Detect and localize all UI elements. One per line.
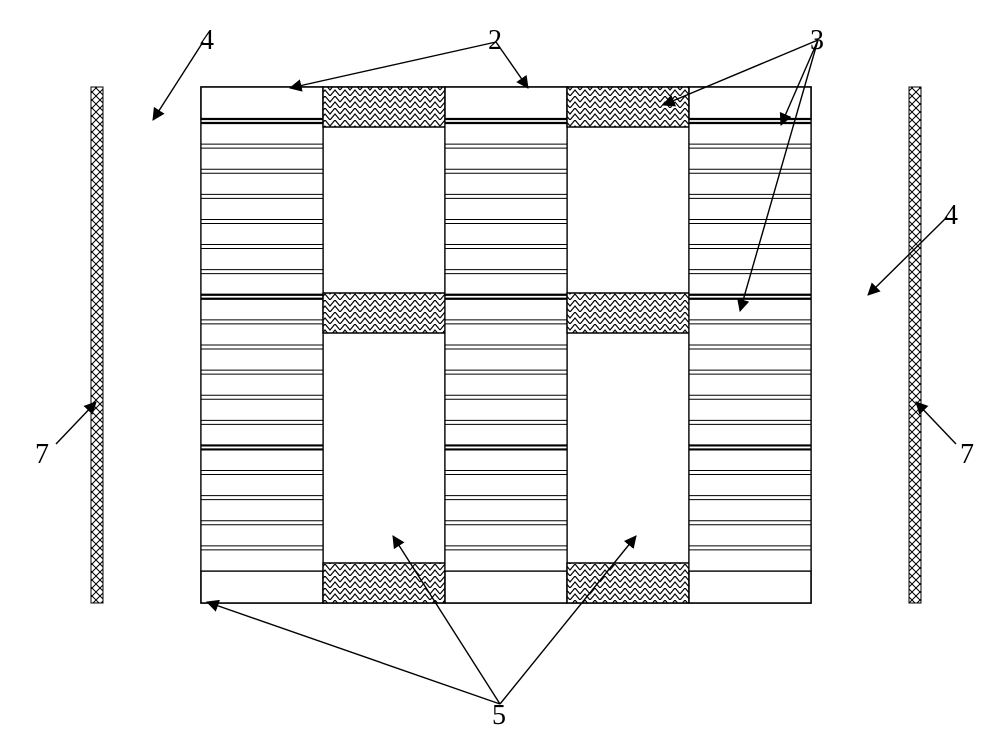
callout-3: 3 bbox=[810, 25, 824, 56]
callout-7-left: 7 bbox=[35, 439, 49, 470]
weave-cell bbox=[323, 87, 445, 127]
leader-line bbox=[916, 402, 956, 444]
cap-cell bbox=[201, 87, 323, 119]
cap-cell bbox=[445, 87, 567, 119]
callout-7-right: 7 bbox=[960, 439, 974, 470]
callout-4-left: 4 bbox=[200, 25, 214, 56]
leader-line bbox=[290, 42, 496, 88]
side-wall-left bbox=[91, 87, 103, 603]
weave-cell bbox=[323, 563, 445, 603]
weave-cell bbox=[567, 293, 689, 333]
weave-cell bbox=[567, 87, 689, 127]
cap-cell bbox=[445, 571, 567, 603]
leader-line bbox=[56, 402, 96, 444]
cap-cell bbox=[689, 571, 811, 603]
leader-line bbox=[868, 217, 947, 295]
cap-cell bbox=[201, 571, 323, 603]
weave-cell bbox=[567, 563, 689, 603]
leader-line bbox=[207, 602, 500, 704]
cap-cell bbox=[689, 87, 811, 119]
side-wall-right bbox=[909, 87, 921, 603]
callout-4-right: 4 bbox=[944, 200, 958, 231]
weave-cell bbox=[323, 293, 445, 333]
leader-line bbox=[153, 42, 203, 120]
callout-2: 2 bbox=[488, 25, 502, 56]
callout-5: 5 bbox=[492, 700, 506, 731]
